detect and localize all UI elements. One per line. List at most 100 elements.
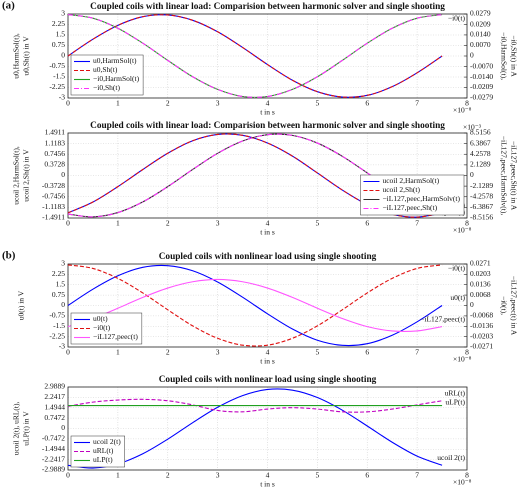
y2-tick-label: -0.0203 <box>470 331 493 340</box>
series-end-label: −i0(t) <box>448 14 466 23</box>
y2-axis-label: −iL127,peec,Sh(t) in A <box>509 141 518 211</box>
y-tick-label: -0.7456 <box>42 191 65 200</box>
y2-tick-label: -0.0070 <box>470 61 493 70</box>
legend: u0,HarmSol(t)u0,Sh(t)−i0,HarmSol(t)−i0,S… <box>70 54 144 96</box>
y-tick-label: 2.25 <box>52 19 65 28</box>
legend-label: −i0,HarmSol(t) <box>93 74 140 83</box>
y-tick-label: 1.1183 <box>45 138 66 147</box>
y-tick-label: 0 <box>61 300 65 309</box>
x-tick-label: 1 <box>116 471 120 480</box>
x-exponent: ×10⁻⁸ <box>453 106 472 115</box>
x-tick-label: 5 <box>316 219 320 228</box>
legend-label: −iL127,peec(t) <box>93 332 138 341</box>
series-end-label: uRL(t) <box>445 388 466 397</box>
y2-tick-label: 0.0271 <box>470 259 491 268</box>
x-tick-label: 8 <box>465 219 469 228</box>
y-tick-label: 0.75 <box>52 290 65 299</box>
x-tick-label: 7 <box>415 219 419 228</box>
x-axis-label: t in s <box>260 357 275 366</box>
series-end-label: ucoil 2(t) <box>437 453 465 462</box>
y2-tick-label: -6.3867 <box>470 202 493 211</box>
x-axis-label: t in s <box>260 480 275 489</box>
series-line <box>67 388 443 469</box>
series-end-label: −iL127,peec(t) <box>420 314 465 323</box>
legend-label: uRL(t) <box>93 446 114 455</box>
legend: ucoil 2,HarmSol(t)ucoil 2,Sh(t)−iL127,pe… <box>360 174 465 216</box>
y-tick-label: 2.25 <box>52 269 65 278</box>
series-line <box>67 14 443 98</box>
legend-label: −iL127,peec,HarmSolv(t) <box>382 194 460 203</box>
x-tick-label: 0 <box>66 471 70 480</box>
chart-title: Coupled coils with linear load: Comparis… <box>90 121 445 131</box>
x-tick-label: 7 <box>415 348 419 357</box>
legend-label: u0(t) <box>93 314 108 323</box>
x-tick-label: 5 <box>316 348 320 357</box>
y-axis-label: u0,Sh(t) in V <box>22 36 31 76</box>
y2-tick-label: 0.0136 <box>470 279 491 288</box>
y2-tick-label: -2.1289 <box>470 181 493 190</box>
y-axis-label: ucoil 2,HarmSol(t), <box>12 146 21 205</box>
y-tick-label: 0.7456 <box>44 149 65 158</box>
y-tick-label: 0 <box>61 423 65 432</box>
legend-label: u0,HarmSol(t) <box>93 56 137 65</box>
x-tick-label: 8 <box>465 471 469 480</box>
x-tick-label: 2 <box>166 348 170 357</box>
legend-label: −i0(t) <box>93 323 111 332</box>
y-tick-label: 1.4911 <box>45 128 66 137</box>
series-line <box>67 278 443 333</box>
x-tick-label: 2 <box>166 219 170 228</box>
y-tick-label: -0.7472 <box>42 434 65 443</box>
series-end-label: −i0(t) <box>448 264 466 273</box>
y2-tick-label: 0 <box>470 170 474 179</box>
y-axis-label: uLP(t) in V <box>22 411 31 446</box>
x-tick-label: 5 <box>316 99 320 108</box>
x-tick-label: 7 <box>415 99 419 108</box>
x-tick-label: 3 <box>216 99 220 108</box>
x-tick-label: 4 <box>266 219 270 228</box>
y2-tick-label: 0.0070 <box>470 40 491 49</box>
x-tick-label: 6 <box>365 348 369 357</box>
y2-tick-label: 6.3867 <box>470 138 491 147</box>
series-line <box>67 14 443 98</box>
legend: u0(t)−i0(t)−iL127,peec(t) <box>70 312 143 345</box>
y2-tick-label: 4.2578 <box>470 149 491 158</box>
y-tick-label: 1.4944 <box>44 402 65 411</box>
x-tick-label: 4 <box>266 348 270 357</box>
y2-tick-label: -8.5156 <box>470 213 493 222</box>
x-tick-label: 4 <box>266 471 270 480</box>
y-tick-label: -2.25 <box>49 331 65 340</box>
y-tick-label: -3 <box>59 93 65 102</box>
y-tick-label: 0 <box>61 51 65 60</box>
y2-tick-label: -0.0279 <box>470 93 493 102</box>
x-tick-label: 1 <box>116 219 120 228</box>
panel-label: (a) <box>2 0 15 12</box>
x-tick-label: 6 <box>365 471 369 480</box>
axes-frame <box>67 386 468 471</box>
y2-tick-label: -0.0209 <box>470 82 493 91</box>
series-line <box>67 398 443 413</box>
y-tick-label: -0.75 <box>49 61 65 70</box>
y-tick-label: -2.2417 <box>42 454 65 463</box>
x-tick-label: 5 <box>316 471 320 480</box>
y2-tick-label: 0 <box>470 300 474 309</box>
x-tick-label: 3 <box>216 219 220 228</box>
y-tick-label: 1.5 <box>56 30 66 39</box>
y-tick-label: 0 <box>61 170 65 179</box>
y-tick-label: 0.7472 <box>44 413 65 422</box>
x-tick-label: 6 <box>365 219 369 228</box>
x-exponent: ×10⁻⁸ <box>453 226 472 235</box>
x-tick-label: 8 <box>465 348 469 357</box>
y2-tick-label: -0.0136 <box>470 321 493 330</box>
y-tick-label: -1.4944 <box>42 444 65 453</box>
y-tick-label: 3 <box>61 259 65 268</box>
legend-label: uLP(t) <box>93 455 113 464</box>
series-end-label: uLP(t) <box>445 397 465 406</box>
x-tick-label: 3 <box>216 348 220 357</box>
legend-box <box>70 435 125 468</box>
legend-label: ucoil 2,HarmSol(t) <box>382 176 439 185</box>
y2-tick-label: 0.0140 <box>470 30 491 39</box>
x-tick-label: 3 <box>216 471 220 480</box>
x-tick-label: 0 <box>66 348 70 357</box>
y-tick-label: -2.25 <box>49 82 65 91</box>
y2-tick-label: -0.0140 <box>470 72 493 81</box>
